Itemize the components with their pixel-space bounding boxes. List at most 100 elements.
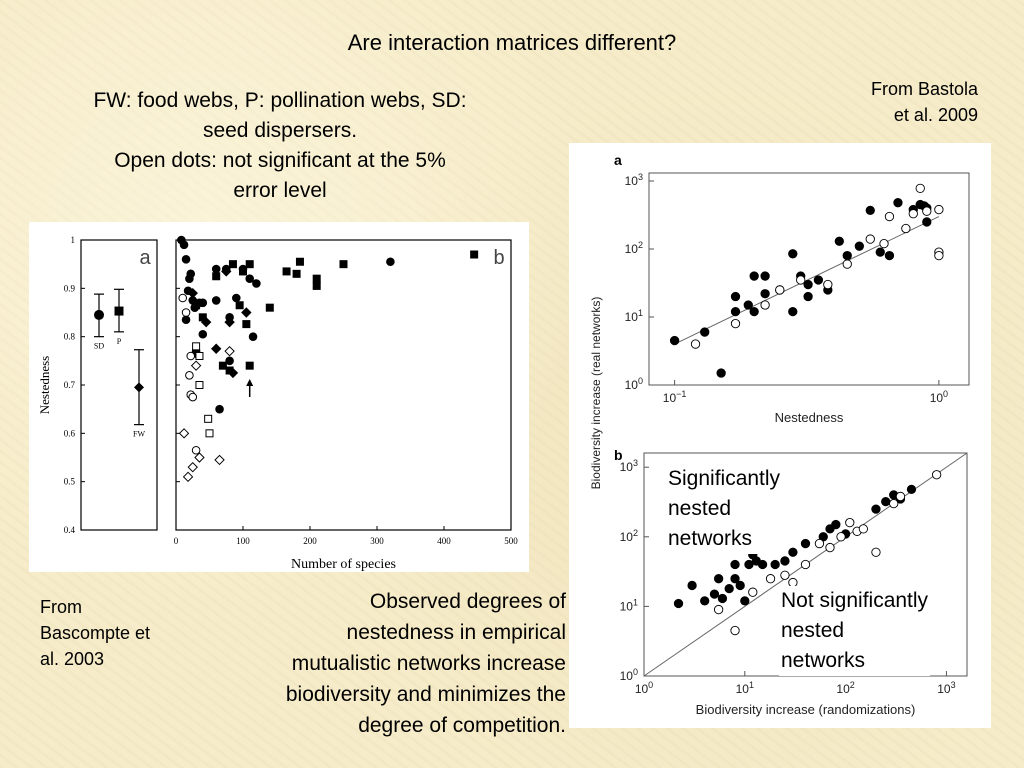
bastola-a-x-tick-label: 10−1 xyxy=(663,389,687,405)
caption-bottom-line: nestedness in empirical xyxy=(346,621,566,644)
panel-b-letter: b xyxy=(493,247,504,269)
panel-b-point xyxy=(198,298,208,308)
caption-top-line: Open dots: not significant at the 5% xyxy=(114,149,446,172)
panel-b-point xyxy=(235,301,244,310)
bastola-a-point xyxy=(884,211,895,222)
bastola-b-point xyxy=(800,559,811,570)
caption-bottom-line: mutualistic networks increase xyxy=(291,652,566,675)
panel-b-point xyxy=(181,255,191,264)
panel-b-point xyxy=(245,274,254,283)
bastola-a-point xyxy=(842,250,852,261)
bastola-b-letter: b xyxy=(614,447,623,463)
bastola-b-point xyxy=(906,484,917,495)
bastola-a-point xyxy=(834,236,844,246)
bastola-b-point xyxy=(780,556,790,566)
bastola-a-point xyxy=(730,306,741,317)
panel-b-point xyxy=(470,250,479,259)
bastola-b-point xyxy=(717,593,728,604)
bastola-chart-svg: a10−1 100100101102103NestednessBiodiversi… xyxy=(589,152,970,717)
panel-b-point xyxy=(228,260,237,269)
bastola-b-y-tick-label: 100 xyxy=(620,667,638,683)
caption-top-line: error level xyxy=(233,179,327,202)
panel-b-point xyxy=(204,414,213,423)
panel-a-point-label: FW xyxy=(133,430,145,439)
caption-bottom-line: biodiversity and minimizes the xyxy=(285,683,566,706)
panel-b-series-filled-square xyxy=(192,250,479,375)
bastola-b-x-tick-label: 101 xyxy=(736,680,754,696)
panel-b-series-open-square xyxy=(192,342,214,438)
caption-top-line: seed dispersers. xyxy=(202,119,358,142)
bastola-a-point xyxy=(915,183,925,193)
caption-top-line: FW: food webs, P: pollination webs, SD: xyxy=(93,89,467,112)
bastola-a-point xyxy=(788,306,798,317)
bastola-b-point xyxy=(700,596,710,606)
panel-b-frame xyxy=(175,239,512,531)
bastola-b-point xyxy=(845,517,855,528)
annotation-line: networks xyxy=(781,649,866,672)
panel-b-point xyxy=(224,316,235,328)
bastola-a-point xyxy=(934,204,944,215)
slide-title: Are interaction matrices different? xyxy=(347,30,677,55)
panel-b-series-filled-diamond xyxy=(187,266,252,379)
panel-b-point xyxy=(211,264,221,274)
panel-b-point xyxy=(232,293,241,303)
bastola-a-letter: a xyxy=(614,152,622,168)
bascompte-chart-svg: 0.4 0.5 0.6 0.7 0.8 0.9 1 Nestedness a SD P FW 0 100 2… xyxy=(37,235,518,572)
panel-b-point xyxy=(225,356,234,366)
bastola-a-point xyxy=(788,249,798,259)
panel-b-point xyxy=(192,301,201,310)
bastola-a-x-axis-label: Nestedness xyxy=(775,410,844,425)
panel-b-point xyxy=(192,342,201,351)
panel-b-point xyxy=(198,329,208,339)
panel-a-point xyxy=(134,382,144,393)
bastola-a-y-tick-label: 102 xyxy=(625,240,643,256)
bastola-a-point xyxy=(796,275,806,285)
panel-b-point xyxy=(386,257,395,267)
panel-a-point-label: SD xyxy=(94,342,104,351)
bastola-b-point xyxy=(932,470,942,480)
panel-a-y-tick-label: 0.4 xyxy=(64,525,76,535)
bastola-a-point xyxy=(813,275,824,285)
bastola-a-point xyxy=(934,250,944,261)
panel-a-y-tick-label: 0.8 xyxy=(64,332,76,342)
bastola-b-point xyxy=(757,559,768,570)
bastola-b-point xyxy=(730,625,740,636)
bastola-b-point xyxy=(765,574,776,584)
bastola-a-point xyxy=(700,327,710,337)
panel-b-point xyxy=(215,404,224,414)
bastola-b-point xyxy=(825,542,835,553)
bastola-a-point xyxy=(842,259,852,269)
panel-b-x-tick-label: 100 xyxy=(236,536,250,546)
bastola-a-x-tick-label: 100 xyxy=(930,389,948,405)
bastola-a-point xyxy=(922,206,932,216)
bastola-b-point xyxy=(724,583,734,594)
panel-b-point xyxy=(252,279,261,288)
bastola-a-point xyxy=(669,335,680,346)
annotation-not-significantly-nested: Not significantly nested networks xyxy=(779,586,931,676)
bastola-b-point xyxy=(871,504,881,514)
caption-bottom-line: degree of competition. xyxy=(358,714,566,737)
annotation-line: networks xyxy=(668,527,753,550)
panel-a-marker-group xyxy=(134,382,144,393)
bastola-a-point xyxy=(922,217,932,227)
bastola-b-x-tick-label: 102 xyxy=(836,680,854,696)
source-bastola-line: From Bastola xyxy=(870,79,978,99)
panel-b-point xyxy=(212,272,221,281)
bastola-a-point xyxy=(865,205,875,216)
bastola-a-point xyxy=(743,300,753,310)
bastola-b-point xyxy=(836,532,846,542)
panel-b-point xyxy=(211,296,221,305)
bastola-a-point xyxy=(854,241,864,251)
panel-a-y-tick-label: 0.7 xyxy=(64,380,76,390)
source-bascompte-line: From xyxy=(40,597,82,617)
bastola-b-point xyxy=(748,587,758,597)
panel-b-point xyxy=(214,454,225,466)
panel-a-marker-group xyxy=(114,306,124,316)
panel-b-point xyxy=(190,360,202,371)
panel-b-x-tick-label: 400 xyxy=(437,536,451,546)
panel-b-point xyxy=(187,461,198,473)
panel-b-point xyxy=(195,381,204,389)
panel-b-point xyxy=(227,367,239,379)
source-bascompte: From Bascompte et al. 2003 xyxy=(40,594,200,672)
bastola-a-frame xyxy=(648,172,970,386)
